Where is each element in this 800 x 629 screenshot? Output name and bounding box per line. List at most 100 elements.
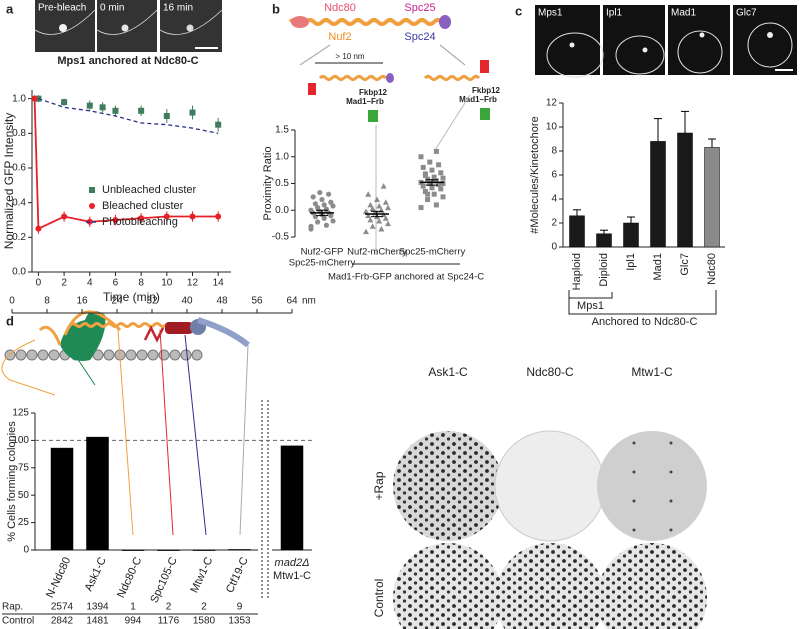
y-tick-label: 2 [551, 218, 557, 229]
arrow [184, 334, 207, 536]
protein-label: Ndc80 [324, 2, 356, 14]
cell-outline [546, 32, 604, 78]
y-axis-label: Normalized GFP Intensity [2, 113, 16, 250]
protein-label: Spc24 [404, 31, 435, 43]
point [376, 202, 383, 209]
micrograph [733, 5, 797, 75]
distance-label: > 10 nm [335, 52, 364, 61]
bracket [568, 290, 717, 315]
legend-swatch [89, 187, 95, 193]
point [436, 182, 442, 188]
point [328, 199, 334, 205]
scale-label: 48 [216, 296, 228, 307]
ndc80-tail [38, 310, 122, 346]
point [425, 191, 431, 197]
y-tick-label: 0.2 [12, 232, 26, 243]
count: 994 [125, 616, 142, 627]
count: 2 [201, 602, 207, 613]
bar [677, 132, 693, 248]
connector [434, 94, 471, 151]
arrow [117, 329, 134, 536]
y-tick-label: 0.4 [12, 197, 26, 208]
point [365, 191, 372, 197]
point [163, 213, 170, 220]
point [215, 121, 222, 128]
head-domain [439, 15, 451, 29]
y-axis-label: #Molecules/Kinetochore [529, 116, 541, 233]
y-tick-label: 1.5 [275, 125, 289, 136]
point [374, 196, 380, 203]
point [440, 175, 446, 181]
x-tick-label: 10 [161, 278, 173, 289]
complex-long [423, 75, 481, 81]
x-tick-label: 12 [187, 278, 199, 289]
point [326, 191, 332, 197]
arrow [159, 329, 174, 536]
x-tick-label: Ask1-C [83, 555, 109, 593]
cell-outline [34, 9, 223, 35]
bar [704, 147, 720, 248]
x-tick-label: Nuf2-GFP [301, 247, 344, 258]
connector [299, 44, 331, 66]
legend-swatch [89, 203, 95, 209]
image-label: Mad1 [671, 8, 696, 19]
point [308, 207, 314, 213]
construct-label: Fkbp12 [472, 86, 501, 95]
point [99, 104, 106, 111]
bar [596, 233, 612, 248]
count: 2 [166, 602, 172, 613]
fluor-red [308, 83, 316, 95]
spot [767, 32, 773, 38]
scale-unit: nm [302, 296, 316, 307]
bar [228, 549, 251, 551]
bracket-label: Anchored to Ndc80-C [592, 316, 698, 328]
bar [192, 549, 216, 551]
count: 1 [130, 602, 136, 613]
count: 1394 [86, 602, 109, 613]
y-tick-label: 0.0 [275, 205, 289, 216]
spot [569, 42, 575, 48]
arrow [1, 339, 56, 396]
count: 9 [237, 602, 243, 613]
colonies [597, 543, 707, 629]
bracket [568, 292, 613, 299]
point [312, 201, 318, 207]
count: 1580 [193, 616, 216, 627]
row-label: Control [2, 616, 34, 627]
micrographs-a: Pre-bleach 0 min 16 min [34, 0, 223, 52]
point [61, 99, 68, 106]
y-tick-label: 50 [18, 490, 30, 501]
x-tick-label: 8 [138, 278, 144, 289]
y-tick-label: 4 [551, 194, 557, 205]
point [433, 148, 439, 154]
point [363, 208, 369, 214]
point [425, 197, 431, 203]
x-tick-label: Spc25-mCherry [289, 258, 356, 269]
point [310, 194, 316, 200]
y-tick-label: 6 [551, 170, 557, 181]
group-label: Mad1-Frb-GFP anchored at Spc24-C [328, 272, 484, 283]
point [189, 109, 196, 116]
series-line [38, 98, 219, 134]
x-tick-label: 0 [36, 278, 42, 289]
point [319, 196, 325, 203]
bar [86, 436, 109, 551]
point [422, 171, 428, 177]
image-label: Ipl1 [606, 8, 623, 19]
fluor-green [480, 108, 490, 120]
micrograph [535, 5, 600, 75]
x-tick-label: Ndc80 [706, 253, 718, 285]
point [367, 216, 374, 223]
point [317, 189, 323, 196]
point [315, 204, 321, 211]
x-tick-label: 2 [61, 278, 67, 289]
mtw1 [165, 322, 193, 334]
point [112, 107, 119, 114]
point [385, 204, 391, 211]
point [438, 186, 444, 192]
count: 1176 [158, 616, 180, 627]
y-tick-label: 1.0 [275, 151, 289, 162]
point [431, 191, 437, 197]
plate-column: Ask1-C [428, 365, 468, 379]
